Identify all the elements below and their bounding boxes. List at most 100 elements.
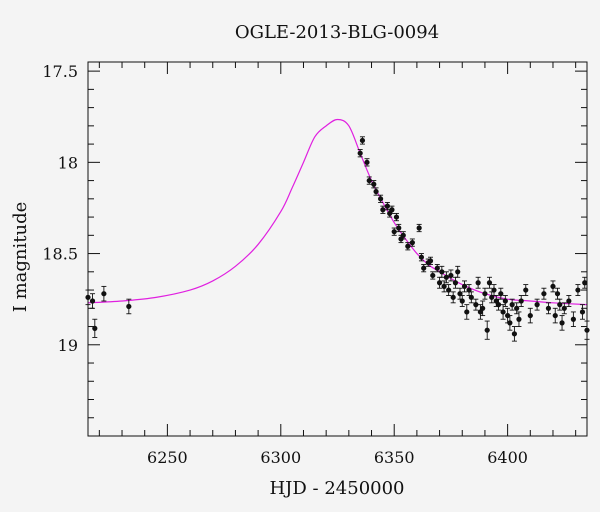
- data-point-marker: [443, 274, 449, 280]
- data-point-marker: [126, 303, 132, 310]
- data-point: [364, 158, 370, 167]
- data-point: [509, 298, 515, 311]
- data-point: [421, 264, 427, 273]
- data-point-marker: [391, 229, 397, 235]
- data-point-marker: [482, 291, 488, 297]
- x-tick-label: 6400: [487, 448, 528, 467]
- data-point: [455, 265, 461, 278]
- data-point: [101, 285, 107, 302]
- model-curve-layer: [87, 118, 588, 306]
- data-point-marker: [92, 325, 98, 331]
- data-point: [511, 326, 518, 342]
- data-point-marker: [459, 298, 465, 304]
- data-point-marker: [427, 258, 434, 264]
- y-tick-label: 17.5: [42, 62, 78, 81]
- x-tick-label: 6250: [147, 448, 188, 467]
- data-point: [359, 136, 366, 145]
- data-point-marker: [545, 305, 552, 311]
- data-point: [545, 302, 552, 315]
- data-point: [393, 212, 400, 222]
- data-point: [566, 295, 572, 307]
- data-point: [518, 295, 524, 307]
- data-point: [457, 287, 463, 300]
- data-point: [507, 315, 513, 331]
- data-point: [446, 284, 452, 296]
- data-point-marker: [518, 298, 524, 304]
- data-point-marker: [473, 302, 479, 308]
- data-point-marker: [461, 283, 468, 289]
- plot-frame: [87, 61, 588, 437]
- y-tick-label: 18: [58, 153, 78, 172]
- data-point: [439, 265, 445, 278]
- data-point: [502, 295, 508, 307]
- model-curve: [87, 118, 588, 306]
- data-point: [443, 271, 449, 284]
- data-point-marker: [468, 294, 474, 300]
- data-point: [373, 187, 379, 196]
- data-point-marker: [457, 291, 463, 297]
- data-point-marker: [409, 240, 415, 246]
- axis-ticks: 6250 6300 6350 6400 17.5 18 18.5 19: [42, 62, 587, 467]
- y-axis-label: I magnitude: [10, 202, 31, 313]
- data-point-marker: [416, 225, 422, 231]
- data-point-marker: [486, 280, 493, 286]
- data-point: [554, 287, 561, 300]
- data-point: [484, 320, 490, 340]
- data-point: [366, 176, 372, 185]
- data-point: [450, 291, 456, 304]
- data-point-marker: [466, 287, 472, 293]
- data-point-marker: [570, 316, 576, 322]
- data-point-marker: [489, 294, 495, 300]
- data-point-marker: [405, 243, 411, 249]
- data-point: [357, 149, 363, 158]
- data-point-marker: [400, 232, 406, 238]
- data-point-marker: [507, 320, 513, 326]
- data-point: [559, 315, 565, 331]
- y-tick-label: 19: [58, 336, 78, 355]
- data-point: [482, 287, 488, 300]
- data-point-marker: [357, 150, 363, 156]
- data-point: [475, 276, 481, 289]
- data-point-marker: [359, 137, 366, 144]
- x-tick-label: 6350: [374, 448, 415, 467]
- data-point-marker: [480, 305, 486, 311]
- data-point: [468, 291, 474, 304]
- data-point-marker: [502, 298, 508, 304]
- data-point-marker: [441, 283, 447, 289]
- data-point: [396, 223, 402, 233]
- data-point: [473, 298, 479, 311]
- data-point: [430, 271, 436, 280]
- data-point: [570, 311, 576, 327]
- data-point-marker: [371, 181, 377, 187]
- data-point-marker: [418, 254, 425, 260]
- data-point: [552, 307, 558, 324]
- data-point: [418, 253, 425, 262]
- data-point: [126, 298, 132, 315]
- data-point: [416, 223, 422, 233]
- data-point-marker: [491, 287, 497, 293]
- data-point: [500, 304, 506, 320]
- data-point: [461, 280, 468, 293]
- data-point-marker: [384, 203, 390, 209]
- data-point: [527, 307, 533, 324]
- data-point: [452, 276, 459, 289]
- data-point-marker: [557, 302, 563, 308]
- data-point-marker: [541, 291, 547, 297]
- data-point-marker: [364, 159, 370, 165]
- data-point: [561, 302, 567, 315]
- data-point-marker: [380, 207, 386, 213]
- data-point: [486, 276, 493, 289]
- data-point: [427, 256, 434, 265]
- data-point: [579, 304, 586, 320]
- data-point: [516, 311, 522, 327]
- data-point: [380, 205, 386, 214]
- data-point-marker: [475, 280, 481, 286]
- data-point-marker: [516, 316, 522, 322]
- data-point: [389, 205, 395, 214]
- data-point: [550, 280, 556, 293]
- data-point-marker: [514, 305, 520, 311]
- data-point: [400, 231, 406, 240]
- data-point-marker: [495, 302, 502, 308]
- data-point: [434, 264, 440, 273]
